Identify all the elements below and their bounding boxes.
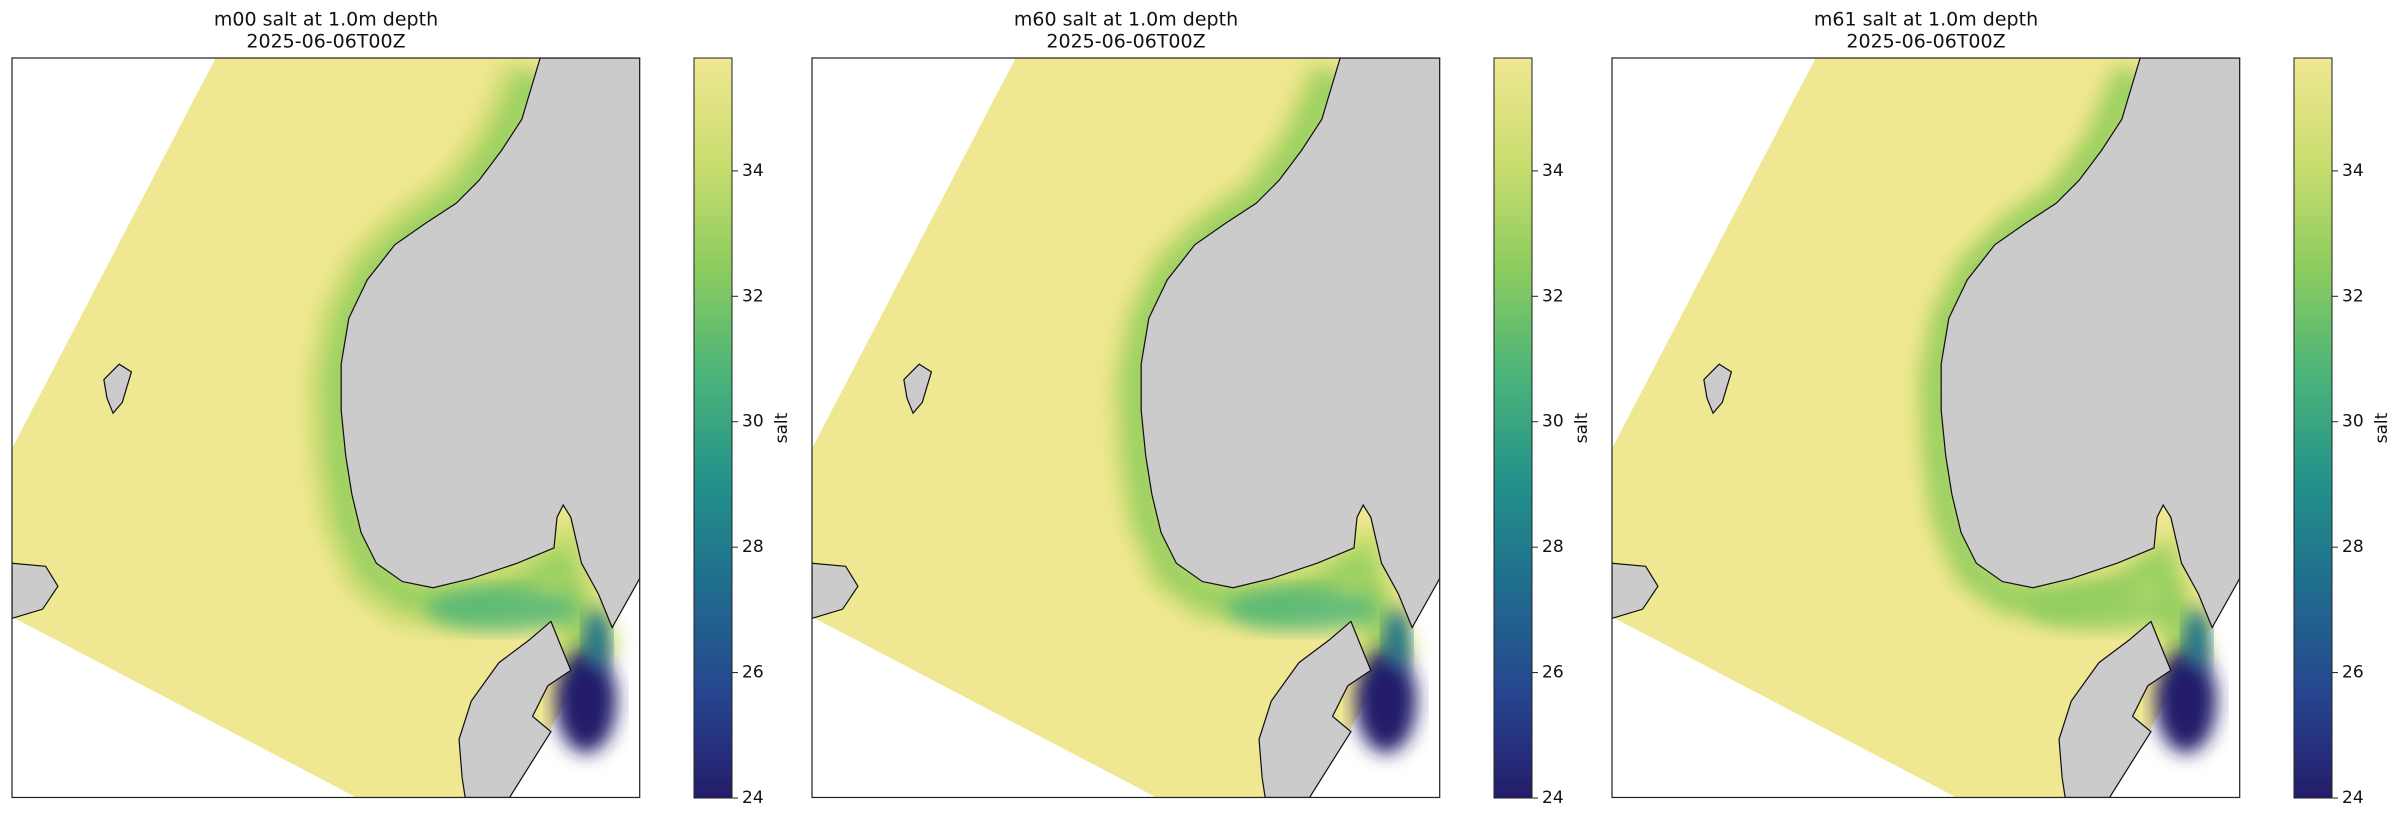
- colorbar-label: salt: [2372, 412, 2392, 443]
- colorbar-tick-label: 30: [1542, 412, 1564, 432]
- panel-subtitle: 2025-06-06T00Z: [246, 31, 405, 53]
- land: [1140, 58, 1440, 629]
- colorbar-tick-label: 28: [2342, 537, 2364, 557]
- colorbar-tick-label: 34: [1542, 161, 1564, 181]
- colorbar-tick-label: 28: [1542, 537, 1564, 557]
- map: [11, 57, 641, 799]
- land: [812, 562, 859, 619]
- kattegat-water: [2184, 609, 2210, 671]
- panel-title: m61 salt at 1.0m depth: [1814, 9, 2038, 31]
- land: [1940, 58, 2240, 629]
- colorbar-tick-label: 26: [742, 663, 764, 683]
- coastal-water: [324, 68, 606, 668]
- colorbar: [1493, 57, 1533, 799]
- map-frame: [1611, 57, 2241, 799]
- panel-subtitle: 2025-06-06T00Z: [1846, 31, 2005, 53]
- colorbar-tick-label: 26: [1542, 663, 1564, 683]
- map: [1611, 57, 2241, 799]
- colorbar-tick-label: 26: [2342, 663, 2364, 683]
- kattegat-water: [1355, 648, 1417, 754]
- colorbar: [693, 57, 733, 799]
- colorbar-tick-label: 32: [1542, 286, 1564, 306]
- kattegat-water: [555, 648, 617, 754]
- skagerrak-water: [425, 587, 579, 631]
- island: [103, 363, 133, 415]
- skagerrak-water: [1225, 587, 1379, 631]
- colorbar-tick-label: 28: [742, 537, 764, 557]
- colorbar-tick-label: 34: [742, 161, 764, 181]
- map-frame: [11, 57, 641, 799]
- colorbar-tick-label: 24: [742, 788, 764, 808]
- land: [458, 620, 572, 798]
- colorbar-tick-label: 30: [2342, 412, 2364, 432]
- land: [1258, 620, 1372, 798]
- colorbar-tick-label: 34: [2342, 161, 2364, 181]
- panel-title: m00 salt at 1.0m depth: [214, 9, 438, 31]
- colorbar-tick-label: 32: [2342, 286, 2364, 306]
- coastal-water: [1924, 68, 2206, 668]
- kattegat-water: [2155, 648, 2217, 754]
- colorbar-tick-label: 24: [1542, 788, 1564, 808]
- map-frame: [811, 57, 1441, 799]
- land: [1612, 562, 1659, 619]
- colorbar-tick-label: 30: [742, 412, 764, 432]
- island: [903, 363, 933, 415]
- map: [811, 57, 1441, 799]
- colorbar-label: salt: [1572, 412, 1592, 443]
- kattegat-water: [584, 609, 610, 671]
- land: [2058, 620, 2172, 798]
- island: [1703, 363, 1733, 415]
- land: [340, 58, 640, 629]
- skagerrak-water: [2025, 587, 2179, 631]
- kattegat-water: [1384, 609, 1410, 671]
- coastal-water: [1124, 68, 1406, 668]
- colorbar-label: salt: [772, 412, 792, 443]
- panel-subtitle: 2025-06-06T00Z: [1046, 31, 1205, 53]
- land: [12, 562, 59, 619]
- colorbar: [2293, 57, 2333, 799]
- panel-title: m60 salt at 1.0m depth: [1014, 9, 1238, 31]
- colorbar-tick-label: 32: [742, 286, 764, 306]
- colorbar-tick-label: 24: [2342, 788, 2364, 808]
